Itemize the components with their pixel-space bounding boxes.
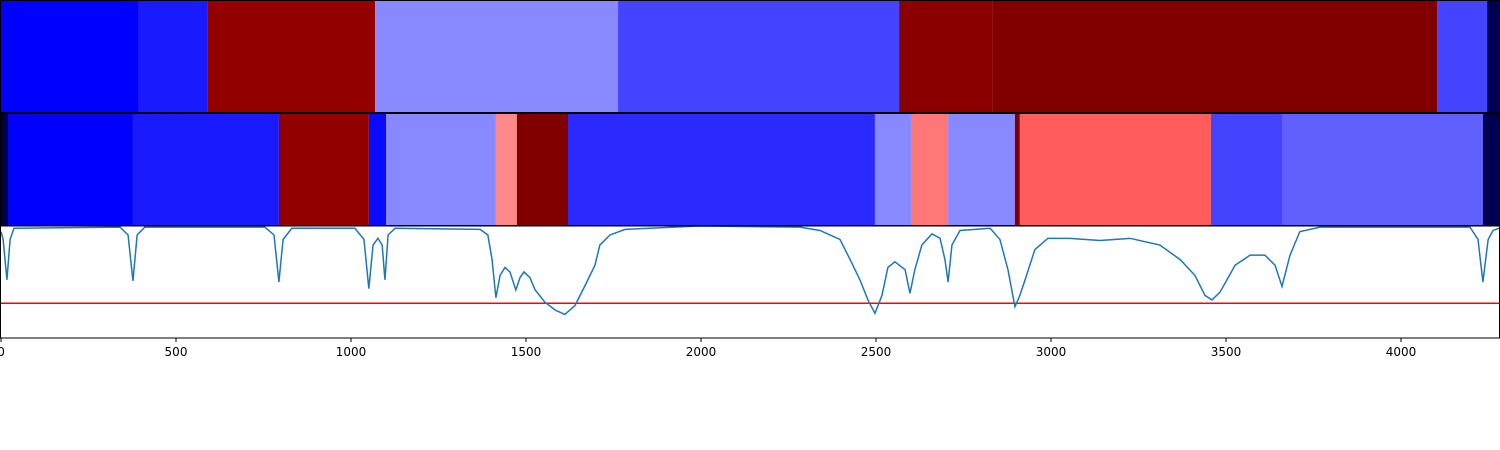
- x-tick-label: 4000: [1386, 345, 1417, 359]
- x-tick-label: 2500: [861, 345, 892, 359]
- x-tick-label: 0: [0, 345, 5, 359]
- segment: [516, 113, 568, 226]
- segment: [899, 0, 993, 113]
- x-tick-label: 2000: [686, 345, 717, 359]
- segment: [207, 0, 376, 113]
- segment: [132, 113, 279, 226]
- segment: [386, 113, 496, 226]
- segment: [568, 113, 875, 226]
- x-tick-label: 3000: [1036, 345, 1067, 359]
- segment: [1210, 113, 1282, 226]
- segment: [8, 113, 133, 226]
- x-tick-label: 1000: [336, 345, 367, 359]
- segment: [874, 113, 911, 226]
- segment: [1487, 0, 1499, 113]
- segment: [1019, 113, 1211, 226]
- segment: [138, 0, 208, 113]
- segment: [1, 113, 8, 226]
- x-tick-label: 500: [165, 345, 188, 359]
- segment: [1282, 113, 1483, 226]
- segment: [948, 113, 1015, 226]
- segment: [1482, 113, 1499, 226]
- panel-frame: [0, 225, 1500, 339]
- segment: [911, 113, 949, 226]
- segment: [495, 113, 517, 226]
- segment: [278, 113, 369, 226]
- segment: [1014, 113, 1020, 226]
- x-tick-label: 3500: [1211, 345, 1242, 359]
- x-tick-label: 1500: [511, 345, 542, 359]
- segment: [375, 0, 619, 113]
- segment: [368, 113, 386, 226]
- segment: [992, 0, 1438, 113]
- segment: [1, 0, 139, 113]
- segment: [618, 0, 900, 113]
- data-line: [0, 225, 1500, 316]
- segment: [1437, 0, 1488, 113]
